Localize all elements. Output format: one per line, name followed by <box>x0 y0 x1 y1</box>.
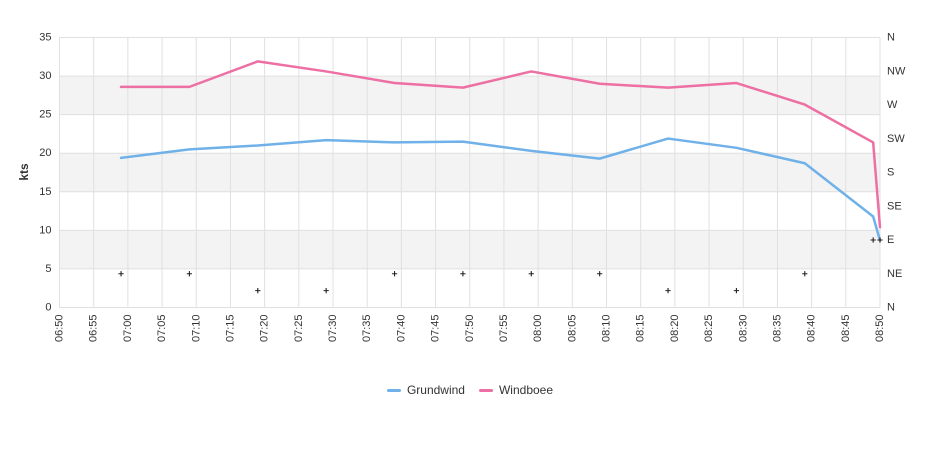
wind-direction-marker <box>597 271 603 277</box>
windboee-swatch-icon <box>478 388 493 392</box>
y-tick-label: 20 <box>39 147 51 159</box>
wind-direction-marker <box>528 271 534 277</box>
x-tick-label: 07:55 <box>498 315 510 343</box>
wind-direction-marker <box>870 237 876 243</box>
legend-label-windboee: Windboee <box>498 383 554 397</box>
x-tick-label: 07:45 <box>430 315 442 343</box>
y-tick-label: 5 <box>45 263 51 275</box>
x-tick-label: 07:00 <box>122 315 134 343</box>
x-tick-label: 08:50 <box>874 315 886 343</box>
compass-label: N <box>887 32 895 44</box>
legend-item-grundwind[interactable]: Grundwind <box>386 383 465 397</box>
wind-direction-marker <box>802 271 808 277</box>
x-tick-label: 08:15 <box>635 315 647 343</box>
compass-label: W <box>887 99 898 111</box>
compass-label: NE <box>887 268 902 280</box>
compass-label: S <box>887 167 894 179</box>
x-tick-label: 07:15 <box>224 315 236 343</box>
wind-direction-marker <box>733 288 740 294</box>
y-tick-label: 25 <box>39 109 51 121</box>
x-tick-label: 08:10 <box>601 315 613 343</box>
compass-label: NW <box>887 65 906 77</box>
x-tick-label: 08:45 <box>840 315 852 343</box>
x-tick-label: 08:25 <box>703 315 715 343</box>
x-tick-label: 07:05 <box>156 315 168 343</box>
compass-label: SE <box>887 200 902 212</box>
compass-label: N <box>887 302 895 314</box>
y-axis-title: kts <box>17 163 31 181</box>
x-tick-label: 07:10 <box>190 315 202 343</box>
x-tick-label: 07:25 <box>293 315 305 343</box>
x-tick-label: 08:00 <box>532 315 544 343</box>
y-tick-label: 0 <box>45 302 51 314</box>
wind-direction-marker <box>665 288 671 294</box>
x-tick-label: 06:55 <box>88 315 100 343</box>
y-tick-label: 10 <box>39 224 51 236</box>
wind-direction-marker <box>255 288 261 294</box>
legend-label-grundwind: Grundwind <box>406 383 465 397</box>
legend-item-windboee[interactable]: Windboee <box>478 383 554 397</box>
wind-direction-marker <box>877 237 883 243</box>
compass-label: E <box>887 234 894 246</box>
x-tick-label: 08:30 <box>737 315 749 343</box>
wind-direction-markers <box>118 237 883 294</box>
gridlines <box>59 37 881 308</box>
y-tick-label: 15 <box>39 186 51 198</box>
wind-direction-marker <box>323 288 329 294</box>
x-tick-label: 07:20 <box>259 315 271 343</box>
grundwind-swatch-icon <box>386 388 401 392</box>
wind-direction-marker <box>391 271 398 277</box>
grundwind-line[interactable] <box>119 137 882 242</box>
wind-direction-marker <box>118 271 124 277</box>
x-tick-label: 07:30 <box>327 315 339 343</box>
y-tick-label: 35 <box>39 32 51 44</box>
x-tick-label: 06:50 <box>54 315 66 343</box>
x-tick-label: 08:20 <box>669 315 681 343</box>
legend: Grundwind Windboee <box>0 383 940 397</box>
x-tick-label: 07:40 <box>395 315 407 343</box>
wind-direction-marker <box>460 271 466 277</box>
x-tick-label: 08:35 <box>771 315 783 343</box>
wind-direction-marker <box>186 271 193 277</box>
y-tick-label: 30 <box>39 70 51 82</box>
x-tick-label: 08:05 <box>566 315 578 343</box>
windboee-line[interactable] <box>119 60 882 229</box>
x-tick-label: 08:40 <box>806 315 818 343</box>
x-tick-label: 07:35 <box>361 315 373 343</box>
compass-label: SW <box>887 133 905 145</box>
x-tick-label: 07:50 <box>464 315 476 343</box>
